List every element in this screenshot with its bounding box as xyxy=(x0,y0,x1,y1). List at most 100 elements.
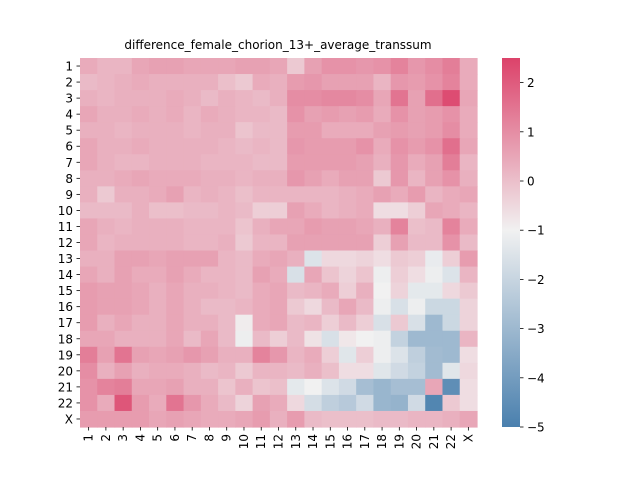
heatmap-cell xyxy=(304,122,323,139)
heatmap-cell xyxy=(252,346,271,364)
heatmap-cell xyxy=(304,218,323,236)
heatmap-cell xyxy=(235,90,254,107)
heatmap-cell xyxy=(390,202,409,220)
heatmap-cell xyxy=(131,298,150,316)
heatmap-cell xyxy=(356,282,375,300)
heatmap-cell xyxy=(114,330,133,348)
heatmap-cell xyxy=(373,330,392,348)
heatmap-cell xyxy=(149,314,167,332)
heatmap-cell xyxy=(390,346,409,364)
heatmap-cell xyxy=(321,378,340,396)
heatmap-cell xyxy=(183,234,202,252)
heatmap-cell xyxy=(149,90,167,107)
y-tick-label: 13 xyxy=(58,252,73,266)
heatmap-cell xyxy=(373,138,392,155)
heatmap-cell xyxy=(218,234,236,252)
heatmap-cell xyxy=(114,394,133,412)
heatmap-cell xyxy=(218,330,236,348)
y-tick-label: 15 xyxy=(58,284,73,298)
heatmap-cell xyxy=(373,266,392,284)
heatmap-cell xyxy=(149,282,167,300)
heatmap-cell xyxy=(390,250,409,268)
colorbar xyxy=(502,58,520,427)
heatmap-cell xyxy=(407,74,426,91)
colorbar-tick-label: −5 xyxy=(527,421,545,435)
heatmap-cell xyxy=(425,218,444,236)
heatmap-cell xyxy=(442,346,461,364)
heatmap-cell xyxy=(442,138,461,155)
heatmap-cell xyxy=(235,394,254,412)
heatmap-cell xyxy=(356,186,375,203)
heatmap-cell xyxy=(321,122,340,139)
heatmap-cell xyxy=(183,74,202,91)
heatmap-cell xyxy=(269,154,288,171)
heatmap-cell xyxy=(166,266,185,284)
heatmap-cell xyxy=(356,330,375,348)
heatmap-cell xyxy=(131,362,150,380)
heatmap-cell xyxy=(373,202,392,220)
heatmap-cell xyxy=(407,250,426,268)
heatmap-cell xyxy=(252,298,271,316)
heatmap-cell xyxy=(80,58,98,75)
heatmap-cell xyxy=(235,106,254,123)
y-tick-label: 7 xyxy=(65,156,73,170)
heatmap-cell xyxy=(459,106,478,123)
heatmap-cell xyxy=(114,362,133,380)
heatmap-cell xyxy=(218,186,236,203)
heatmap-cell xyxy=(321,250,340,268)
heatmap-cell xyxy=(338,202,357,220)
heatmap-cell xyxy=(407,138,426,155)
heatmap-cell xyxy=(166,170,185,187)
heatmap-cell xyxy=(200,266,219,284)
heatmap-cell xyxy=(166,106,185,123)
heatmap-cell xyxy=(252,218,271,236)
heatmap-cell xyxy=(338,154,357,171)
heatmap-cell xyxy=(304,170,323,187)
heatmap-cell xyxy=(131,154,150,171)
heatmap-cell xyxy=(373,58,392,75)
heatmap-cell xyxy=(390,298,409,316)
heatmap-cell xyxy=(80,394,98,412)
heatmap-cell xyxy=(80,282,98,300)
heatmap-cell xyxy=(304,58,323,75)
x-tick-label: 5 xyxy=(151,434,165,442)
x-tick-label: 6 xyxy=(168,434,182,442)
heatmap-cell xyxy=(442,154,461,171)
heatmap-cell xyxy=(235,154,254,171)
heatmap-cell xyxy=(356,250,375,268)
heatmap-cell xyxy=(235,298,254,316)
heatmap-cell xyxy=(97,362,116,380)
heatmap-cell xyxy=(80,298,98,316)
heatmap-cell xyxy=(218,202,236,220)
heatmap-cell xyxy=(442,394,461,412)
heatmap-cell xyxy=(390,394,409,412)
heatmap-cell xyxy=(425,170,444,187)
heatmap-cell xyxy=(269,394,288,412)
heatmap-cell xyxy=(459,122,478,139)
heatmap-cell xyxy=(131,314,150,332)
heatmap-cell xyxy=(287,394,305,412)
heatmap-cell xyxy=(356,218,375,236)
heatmap-cell xyxy=(80,330,98,348)
heatmap-cell xyxy=(407,362,426,380)
heatmap-cell xyxy=(218,218,236,236)
heatmap-cell xyxy=(390,266,409,284)
heatmap-cell xyxy=(114,250,133,268)
heatmap-cell xyxy=(304,298,323,316)
heatmap-cell xyxy=(373,74,392,91)
heatmap-cell xyxy=(252,362,271,380)
chart-title: difference_female_chorion_13+_average_tr… xyxy=(124,38,431,52)
colorbar-tick-label: −1 xyxy=(527,224,545,238)
heatmap-cell xyxy=(442,74,461,91)
heatmap-cell xyxy=(131,394,150,412)
heatmap-cell xyxy=(80,90,98,107)
heatmap-cell xyxy=(80,202,98,220)
heatmap-cell xyxy=(131,410,150,428)
heatmap-cell xyxy=(80,106,98,123)
heatmap-cell xyxy=(390,218,409,236)
heatmap-cell xyxy=(269,266,288,284)
heatmap-cell xyxy=(425,282,444,300)
heatmap-cell xyxy=(218,410,236,428)
heatmap-cell xyxy=(114,138,133,155)
heatmap-cell xyxy=(235,170,254,187)
